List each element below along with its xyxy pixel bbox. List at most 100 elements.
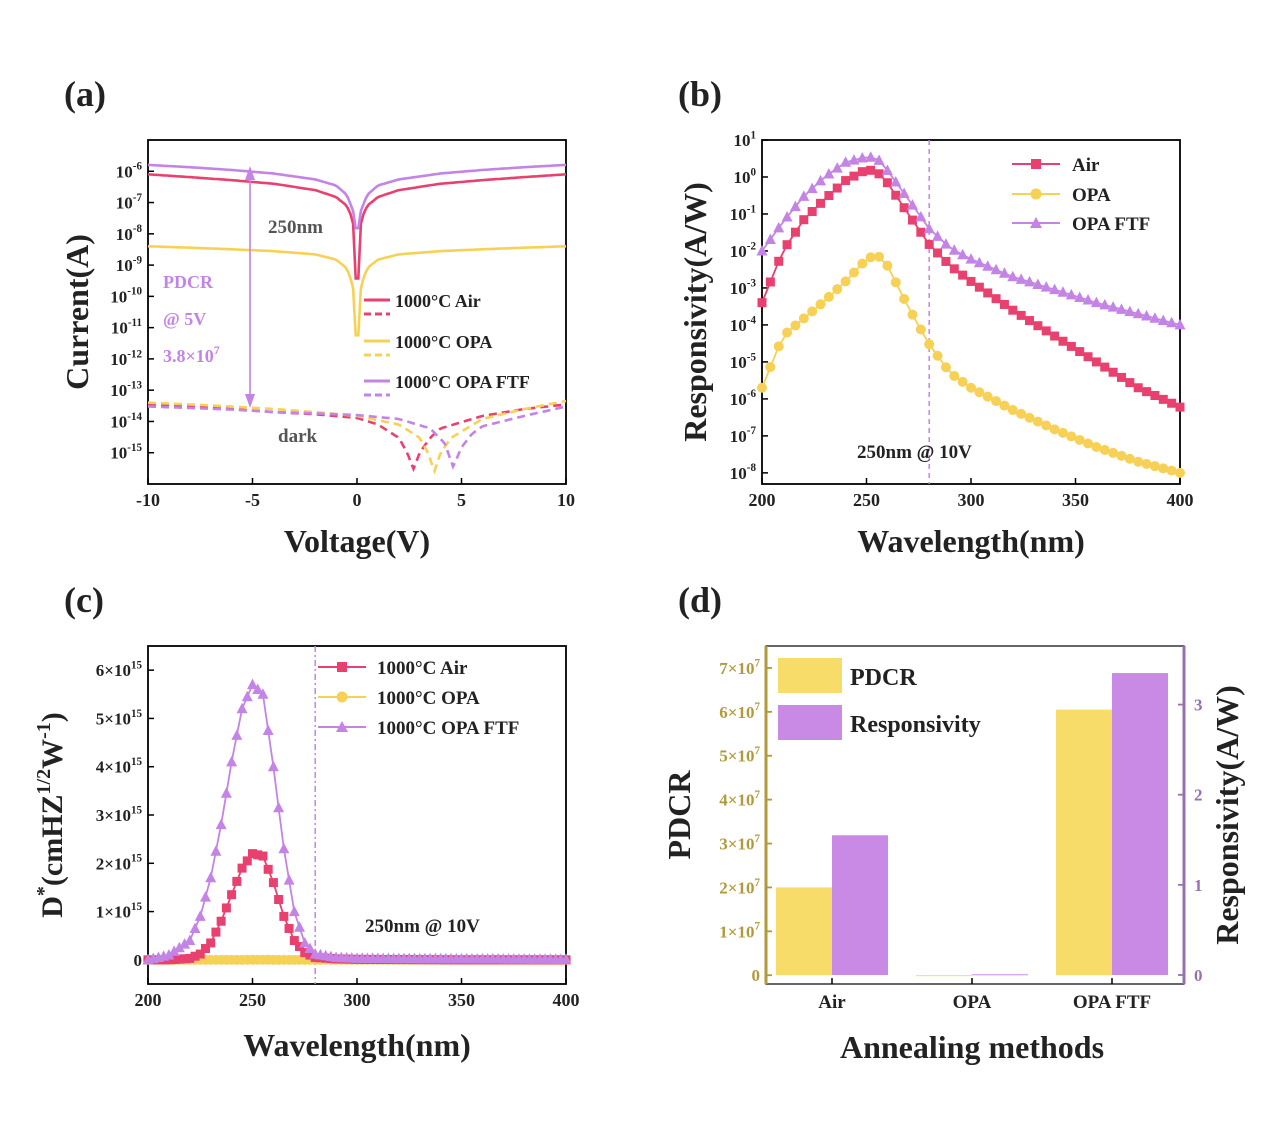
b-data-point [1166, 465, 1177, 476]
b-data-point [1050, 331, 1060, 341]
c-data-point [273, 801, 285, 813]
b-data-point [841, 176, 851, 186]
a-ytick-label: 10-6 [116, 161, 143, 182]
panel-a-arrow-head-up [245, 166, 255, 180]
b-data-point [915, 210, 927, 222]
c-xtick-label: 400 [553, 990, 580, 1010]
b-data-point [1007, 405, 1018, 416]
legend-a-air: 1000°C Air [395, 291, 481, 311]
legend-b-air-marker [1031, 159, 1041, 169]
b-data-point [982, 260, 994, 271]
c-data-point [242, 856, 252, 866]
legend-a-ftf: 1000°C OPA FTF [395, 372, 530, 392]
b-data-point [1032, 278, 1044, 290]
c-data-point [180, 954, 190, 964]
b-data-point [1141, 310, 1153, 321]
b-ytick-label: 10-7 [730, 425, 757, 446]
b-data-point [932, 350, 943, 361]
d-bar-pdcr [776, 887, 832, 976]
b-data-point [1149, 312, 1161, 323]
b-data-point [757, 298, 767, 308]
d-xtick-label: OPA [953, 992, 992, 1013]
b-data-point [1074, 291, 1086, 302]
c-data-point [299, 936, 311, 948]
c-data-point [252, 683, 264, 694]
c-data-point [253, 850, 263, 860]
panel-b-legend: Air OPA OPA FTF [1012, 155, 1150, 235]
c-data-point [210, 845, 222, 856]
b-data-point [1116, 372, 1126, 382]
b-data-point [806, 182, 818, 194]
b-data-point [1074, 434, 1085, 445]
b-data-point [807, 207, 817, 217]
b-data-point [957, 248, 969, 260]
c-data-point [174, 954, 184, 964]
c-ytick-label: 0 [134, 951, 143, 970]
panel-a-chart: -10 -5 0 5 10 10-15 10-14 10-13 10-12 10-11 10-10 1… [59, 139, 575, 559]
c-data-point [189, 922, 201, 933]
c-data-point [215, 818, 227, 830]
b-data-point [933, 248, 943, 258]
b-data-point [1132, 307, 1144, 319]
b-data-point [1090, 296, 1102, 308]
c-data-point [220, 787, 232, 798]
b-data-point [1082, 294, 1094, 305]
b-data-point [765, 362, 776, 373]
b-ytick-label: 10-6 [730, 388, 757, 409]
a-ytick-label: 10-10 [110, 286, 142, 307]
c-data-point [262, 724, 274, 735]
a-ytick-label: 10-7 [116, 192, 143, 213]
legend-c-air: 1000°C Air [377, 658, 468, 679]
c-data-point [257, 688, 269, 699]
d-ytick-right-label: 2 [1194, 786, 1203, 805]
b-data-point [958, 270, 968, 280]
d-ytick-left-label: 3×107 [719, 833, 760, 854]
b-data-point [756, 244, 768, 256]
legend-d-resp: Responsivity [850, 712, 981, 738]
panel-a-annotation-at: @ 5V [163, 309, 206, 329]
b-data-point [957, 376, 968, 387]
b-data-point [1024, 275, 1036, 287]
b-data-point [1025, 316, 1035, 326]
b-data-point [1133, 456, 1144, 467]
panel-a-arrow-head-down [245, 394, 255, 408]
b-xtick-label: 200 [749, 490, 776, 510]
c-ytick-label: 4×1015 [96, 756, 143, 777]
b-ytick-label: 100 [733, 166, 756, 187]
b-data-point [774, 256, 784, 266]
b-data-point [807, 306, 818, 317]
c-ytick-label: 3×1015 [96, 804, 143, 825]
legend-c-opa-marker [336, 691, 348, 703]
b-data-point [848, 154, 860, 165]
panel-d-ylabel-right: Responsivity(A/W) [1209, 685, 1245, 945]
panel-d-ylabel-left: PDCR [661, 770, 697, 860]
d-ytick-left-label: 0 [752, 966, 761, 985]
panel-a-annotation-value: 3.8×107 [163, 343, 220, 366]
b-ytick-label: 10-4 [730, 314, 757, 335]
c-data-point [226, 755, 238, 767]
b-data-point [831, 162, 843, 173]
d-ytick-left-label: 7×107 [719, 657, 760, 678]
c-ytick-label: 5×1015 [96, 708, 143, 729]
b-data-point [798, 190, 810, 201]
b-data-point [881, 164, 893, 175]
panel-b-ticks: 200 250 300 350 400 10-8 10-7 10-6 10-5 10-4 10-3 1… [730, 129, 1194, 510]
b-data-point [916, 227, 926, 237]
b-data-point [1116, 450, 1127, 461]
legend-c-ftf-marker [336, 721, 348, 732]
a-xtick-label: 10 [557, 490, 575, 510]
b-data-point [857, 167, 867, 177]
b-data-point [1174, 318, 1186, 330]
c-data-point [206, 938, 216, 948]
b-ytick-label: 101 [733, 129, 756, 150]
b-data-point [1124, 305, 1136, 317]
b-data-point [924, 239, 934, 249]
b-data-point [1099, 444, 1110, 455]
b-data-point [789, 200, 801, 212]
b-data-point [1083, 438, 1094, 449]
legend-d-pdcr-swatch [778, 658, 842, 693]
b-data-point [1016, 408, 1027, 419]
c-data-point [248, 849, 257, 859]
b-data-point [891, 190, 901, 200]
b-xtick-label: 300 [958, 490, 985, 510]
